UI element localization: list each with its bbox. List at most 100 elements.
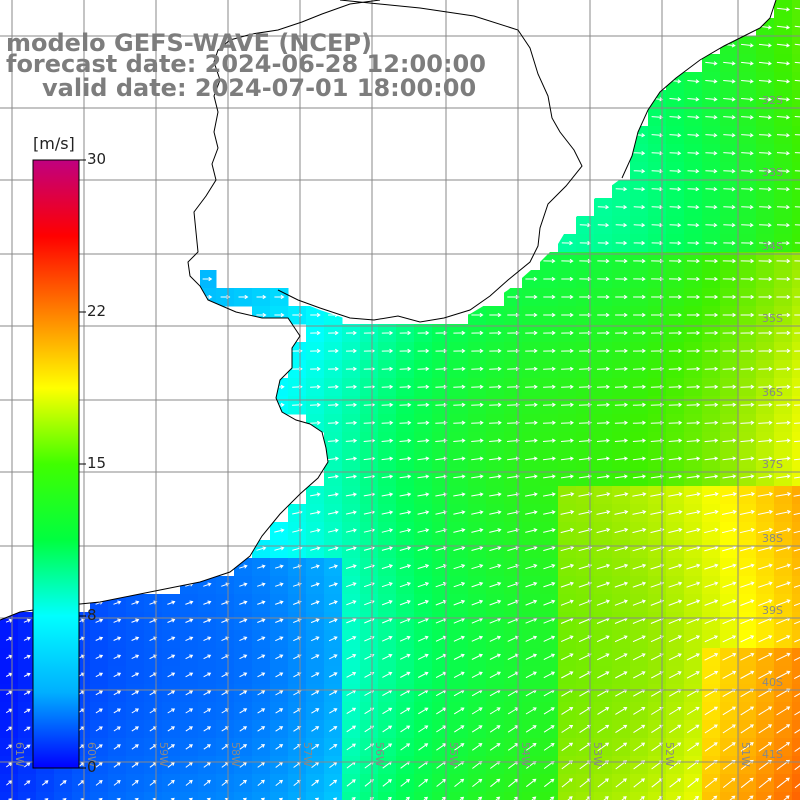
wind-arrow xyxy=(705,204,718,210)
wind-arrow xyxy=(669,204,682,210)
wind-arrow xyxy=(167,762,175,768)
wind-arrow xyxy=(507,402,520,408)
wind-arrow xyxy=(758,330,773,336)
wind-arrow xyxy=(596,438,610,443)
wind-arrow xyxy=(686,563,701,570)
wind-arrow xyxy=(525,671,537,679)
wind-arrow xyxy=(382,743,393,751)
wind-arrow xyxy=(687,204,700,210)
wind-arrow xyxy=(310,330,321,336)
wind-arrow xyxy=(203,762,211,768)
wind-arrow xyxy=(758,474,773,479)
wind-arrow xyxy=(221,600,230,605)
wind-arrow xyxy=(134,797,139,800)
wind-arrow xyxy=(399,474,412,479)
latitude-label: 37S xyxy=(762,458,783,471)
wind-speed-cell xyxy=(594,792,613,800)
wind-arrow xyxy=(131,600,140,605)
wind-arrow xyxy=(596,563,611,570)
wind-arrow xyxy=(23,636,31,641)
wind-arrow xyxy=(669,222,682,228)
wind-arrow xyxy=(740,384,755,390)
wind-arrow xyxy=(170,797,175,800)
wind-arrow xyxy=(275,690,284,696)
wind-speed-cell xyxy=(792,684,800,703)
wind-arrow xyxy=(185,744,193,750)
wind-arrow xyxy=(704,384,719,390)
wind-arrow xyxy=(507,366,520,372)
wind-speed-cell xyxy=(666,792,685,800)
wind-arrow xyxy=(345,492,358,497)
wind-arrow xyxy=(776,420,791,425)
wind-arrow xyxy=(615,294,628,300)
wind-arrow xyxy=(722,635,737,643)
wind-arrow xyxy=(315,797,319,800)
wind-arrow xyxy=(668,348,683,354)
wind-arrow xyxy=(615,707,628,715)
wind-speed-cell xyxy=(288,792,307,800)
wind-arrow xyxy=(704,294,719,300)
wind-arrow xyxy=(525,563,538,570)
wind-arrow xyxy=(185,672,194,678)
wind-arrow xyxy=(686,456,701,461)
wind-arrow xyxy=(257,654,266,660)
wind-arrow xyxy=(721,492,737,497)
wind-arrow xyxy=(543,653,556,661)
wind-arrow xyxy=(417,474,430,479)
wind-arrow xyxy=(275,654,284,660)
wind-arrow xyxy=(758,366,773,372)
wind-arrow xyxy=(525,384,538,390)
wind-arrow xyxy=(95,708,103,714)
wind-arrow xyxy=(741,79,754,84)
wind-arrow xyxy=(596,492,611,497)
wind-arrow xyxy=(525,492,538,497)
wind-arrow xyxy=(722,563,737,570)
wind-arrow xyxy=(399,510,412,515)
wind-arrow xyxy=(405,796,410,800)
wind-arrow xyxy=(453,510,466,515)
wind-arrow xyxy=(578,456,592,461)
wind-arrow xyxy=(167,636,176,642)
wind-arrow xyxy=(758,456,773,461)
wind-arrow xyxy=(687,151,700,156)
wind-arrow xyxy=(489,635,502,642)
wind-arrow xyxy=(489,743,501,751)
wind-arrow xyxy=(399,528,412,533)
wind-arrow xyxy=(543,671,556,679)
wind-arrow xyxy=(471,725,483,733)
wind-arrow xyxy=(185,726,193,732)
wind-arrow xyxy=(239,654,248,660)
wind-arrow xyxy=(525,581,538,588)
wind-arrow xyxy=(686,402,701,408)
wind-arrow xyxy=(525,635,538,642)
wind-arrow xyxy=(614,510,629,515)
wind-arrow xyxy=(741,169,754,174)
wind-arrow xyxy=(597,276,610,282)
wind-arrow xyxy=(399,582,411,588)
wind-arrow xyxy=(399,546,412,551)
wind-arrow xyxy=(687,778,700,788)
wind-arrow xyxy=(471,510,484,515)
wind-arrow xyxy=(615,204,628,210)
wind-arrow xyxy=(668,420,683,425)
wind-arrow xyxy=(687,133,700,138)
wind-arrow xyxy=(740,474,755,479)
wind-arrow xyxy=(399,348,412,354)
wind-arrow xyxy=(722,652,737,661)
wind-speed-cell xyxy=(414,792,433,800)
wind-arrow xyxy=(794,747,800,752)
wind-arrow xyxy=(59,780,67,786)
wind-arrow xyxy=(417,617,429,624)
wind-arrow xyxy=(260,797,265,800)
wind-speed-cell xyxy=(792,576,800,595)
wind-arrow xyxy=(794,350,800,352)
wind-arrow xyxy=(579,294,592,300)
wind-arrow xyxy=(758,79,772,84)
wind-arrow xyxy=(346,636,357,642)
wind-arrow xyxy=(471,528,484,533)
wind-arrow xyxy=(776,240,790,246)
wind-arrow xyxy=(167,654,176,660)
wind-arrow xyxy=(633,186,646,192)
wind-arrow xyxy=(203,779,211,786)
wind-arrow xyxy=(596,527,611,534)
